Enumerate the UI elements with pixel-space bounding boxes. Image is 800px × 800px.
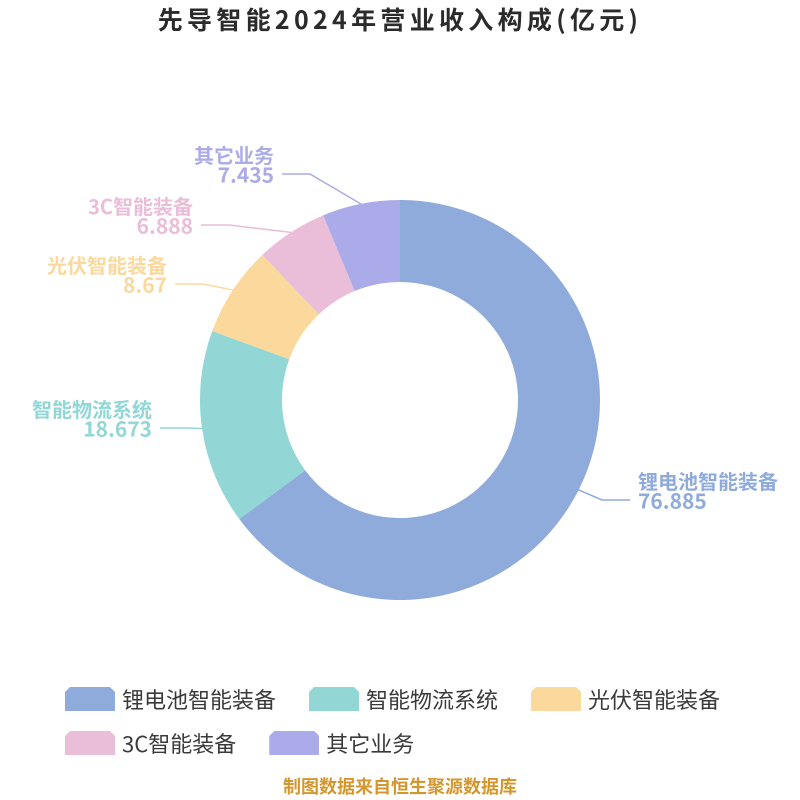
svg-text:7.435: 7.435 [218,160,274,190]
svg-text:8.67: 8.67 [123,270,167,300]
svg-text:18.673: 18.673 [83,414,152,444]
svg-text:76.885: 76.885 [638,486,707,516]
svg-text:6.888: 6.888 [137,211,193,241]
